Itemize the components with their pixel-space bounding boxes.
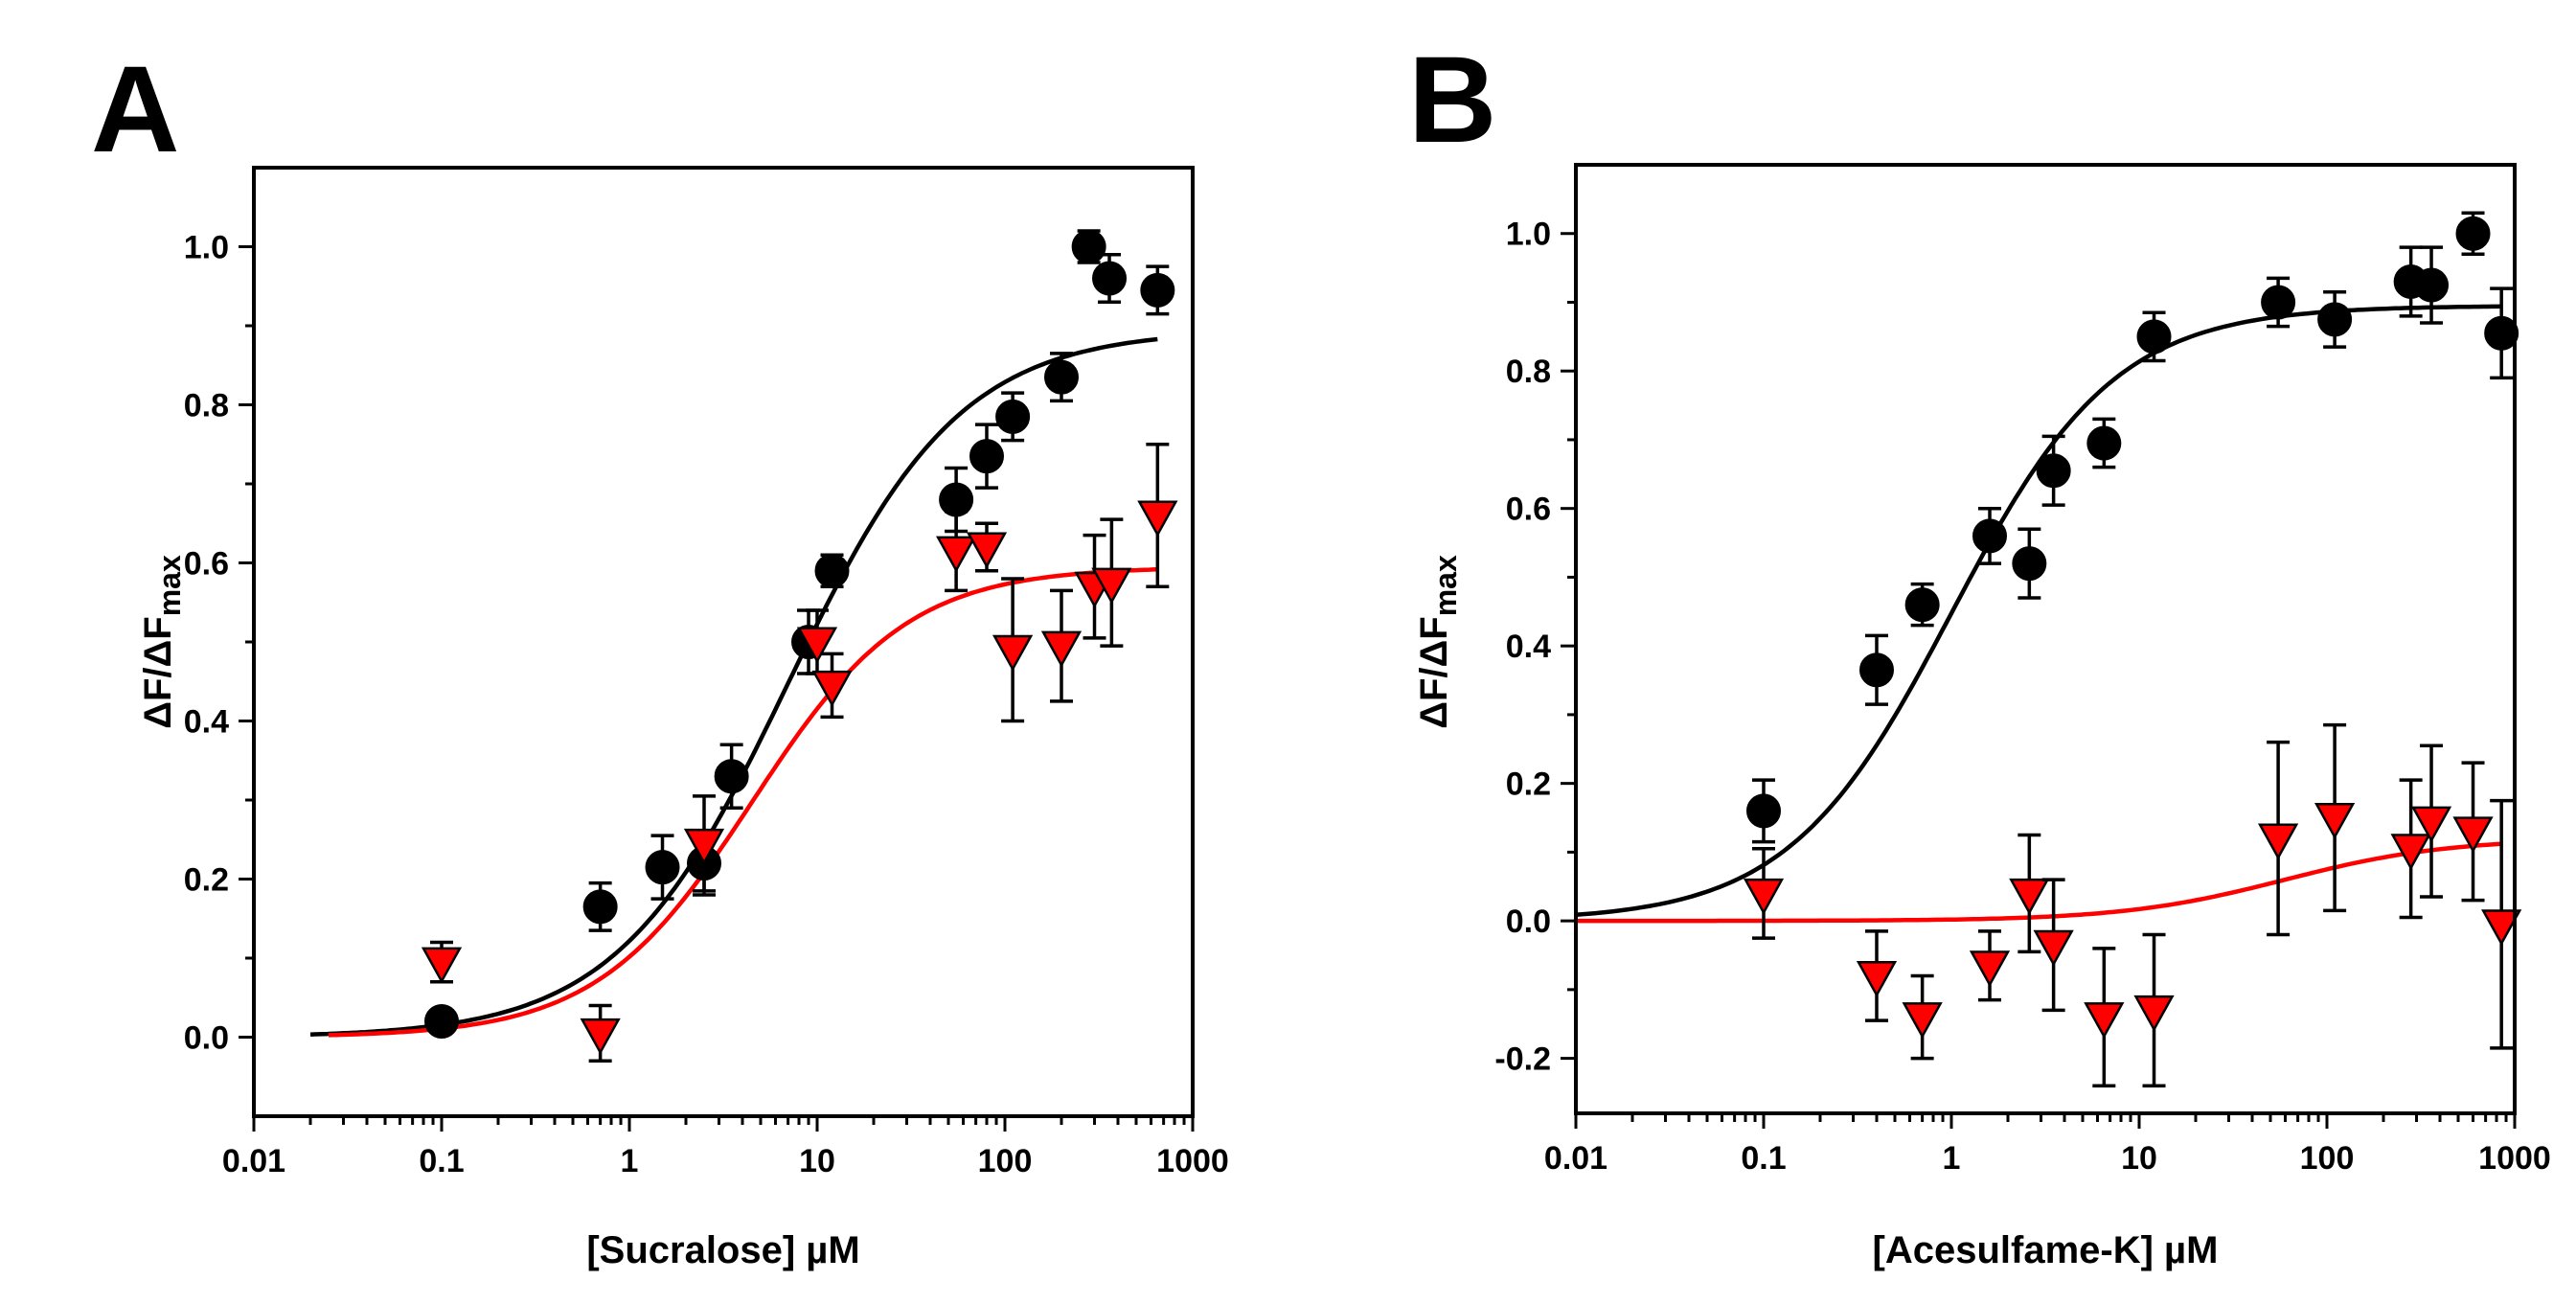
y-tick-label: 0.4 <box>1506 629 1551 665</box>
data-point-triangle <box>2410 806 2452 843</box>
data-point-circle <box>1746 793 1781 829</box>
y-tick-label: 1.0 <box>1506 217 1551 253</box>
fit-curve-red <box>328 567 1158 1038</box>
plot-area-a: 0.01 0.1 1 10 100 1000 0.0 0.2 0.4 0.6 0.8 1.0 <box>184 229 1229 1179</box>
x-tick-label: 0.01 <box>222 1143 285 1179</box>
panel-a: A 0.01 0.1 1 10 100 1000 0.0 0.2 0.4 0.6 0.8 1.0 [S… <box>91 41 1229 1271</box>
data-point-triangle <box>2009 878 2050 915</box>
data-point-triangle <box>2390 834 2431 871</box>
y-axis-title-main-b: ΔF/ΔF <box>1413 616 1455 728</box>
x-tick-label: 10 <box>799 1143 835 1179</box>
data-point-circle <box>995 399 1031 434</box>
fit-curve-black <box>1575 304 2502 918</box>
data-point-triangle <box>2133 995 2175 1032</box>
data-point-triangle <box>421 947 463 984</box>
data-point-triangle <box>1040 630 1083 668</box>
y-tick-label: 0.0 <box>184 1020 229 1057</box>
data-point-circle <box>1071 229 1106 264</box>
y-axis-title-sub-a: max <box>152 555 187 616</box>
data-point-triangle <box>683 828 725 865</box>
y-tick-label: 0.6 <box>1506 492 1551 528</box>
x-tick-label: 1 <box>1943 1140 1961 1177</box>
data-point-circle <box>2086 425 2122 461</box>
data-point-circle <box>714 759 749 794</box>
data-point-circle <box>1140 272 1175 308</box>
data-point-circle <box>2317 302 2353 337</box>
y-tick-label: 0.8 <box>1506 354 1551 390</box>
data-point-triangle <box>1902 1002 1943 1040</box>
x-axis-title-a: [Sucralose] µM <box>586 1229 859 1271</box>
data-point-triangle <box>811 670 853 707</box>
data-point-triangle <box>1969 950 2011 988</box>
x-tick-label: 0.01 <box>1544 1140 1607 1177</box>
y-tick-label: -0.2 <box>1494 1041 1551 1078</box>
plot-frame-b <box>1574 163 2517 1115</box>
y-axis-title-b: ΔF/ΔFmax <box>1413 555 1463 729</box>
data-point-triangle <box>1856 961 1898 998</box>
data-point-triangle <box>992 634 1034 672</box>
y-tick-label: 0.2 <box>1506 766 1551 803</box>
plot-area-b: 0.01 0.1 1 10 100 1000 -0.2 0.0 0.2 0.4 0.6 0.8 1.0 <box>1494 211 2551 1177</box>
y-tick-label: 0.2 <box>184 862 229 899</box>
x-tick-label: 100 <box>2300 1140 2355 1177</box>
x-tick-label: 10 <box>2121 1140 2157 1177</box>
data-point-circle <box>1859 652 1895 688</box>
x-tick-label: 1000 <box>2478 1140 2551 1177</box>
x-tick-label: 100 <box>978 1143 1033 1179</box>
data-point-circle <box>582 889 618 925</box>
fit-curve-red <box>1576 841 2502 924</box>
x-axis-title-b: [Acesulfame-K] µM <box>1873 1229 2219 1271</box>
data-point-circle <box>2136 319 2172 355</box>
fit-curve-black <box>309 336 1158 1037</box>
plot-frame-a <box>252 166 1195 1118</box>
panel-label-a: A <box>91 41 179 178</box>
data-point-triangle <box>2084 1002 2125 1040</box>
data-point-triangle <box>796 627 838 664</box>
data-point-triangle <box>2481 909 2522 947</box>
data-point-triangle <box>1743 878 1785 915</box>
y-axis-title-sub-b: max <box>1428 555 1463 616</box>
data-point-triangle <box>2314 803 2356 840</box>
panel-label-b: B <box>1408 32 1496 169</box>
x-tick-label: 1 <box>621 1143 639 1179</box>
data-point-triangle <box>935 536 977 573</box>
data-point-triangle <box>966 532 1008 569</box>
data-point-circle <box>2414 267 2450 303</box>
data-point-circle <box>1044 359 1080 395</box>
data-point-circle <box>1972 518 2008 554</box>
data-point-triangle <box>580 1018 621 1055</box>
data-point-triangle <box>1091 567 1132 605</box>
data-point-triangle <box>2452 816 2494 854</box>
data-point-circle <box>2036 453 2071 489</box>
x-tick-label: 1000 <box>1156 1143 1229 1179</box>
data-point-triangle <box>2257 823 2299 860</box>
data-point-circle <box>1092 261 1128 296</box>
data-point-circle <box>2484 315 2519 351</box>
y-tick-label: 0.8 <box>184 388 229 424</box>
data-point-circle <box>1904 587 1940 623</box>
data-point-triangle <box>1137 500 1178 538</box>
data-point-triangle <box>2033 929 2074 967</box>
y-tick-label: 0.0 <box>1506 904 1551 940</box>
y-axis-title-a: ΔF/ΔFmax <box>137 555 187 729</box>
data-point-circle <box>969 439 1005 474</box>
data-point-circle <box>645 850 680 885</box>
data-point-circle <box>2261 285 2296 320</box>
data-point-circle <box>424 1004 459 1039</box>
y-axis-title-main-a: ΔF/ΔF <box>137 616 179 728</box>
x-tick-label: 0.1 <box>1741 1140 1786 1177</box>
y-tick-label: 0.4 <box>184 704 229 741</box>
panel-b: B 0.01 0.1 1 10 100 1000 -0.2 0.0 0.2 0.4 0.6 0.8 1.… <box>1408 32 2551 1271</box>
data-point-circle <box>2455 216 2491 251</box>
y-tick-label: 0.6 <box>184 546 229 583</box>
data-point-circle <box>814 553 850 588</box>
x-tick-label: 0.1 <box>419 1143 464 1179</box>
y-tick-label: 1.0 <box>184 230 229 266</box>
data-point-circle <box>2012 546 2047 582</box>
